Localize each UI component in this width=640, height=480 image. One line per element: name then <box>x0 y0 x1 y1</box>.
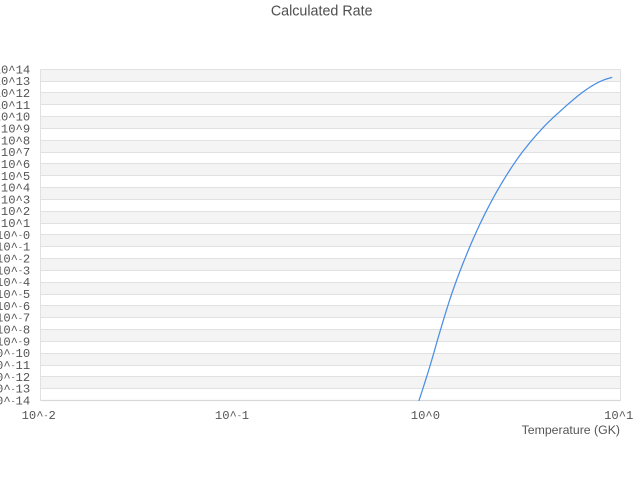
svg-text:10^-8: 10^-8 <box>0 324 30 338</box>
svg-text:10^-0: 10^-0 <box>0 229 30 243</box>
svg-text:10^-9: 10^-9 <box>0 335 30 349</box>
svg-text:10^12: 10^12 <box>0 87 30 101</box>
svg-text:10^-1: 10^-1 <box>215 409 249 423</box>
svg-text:10^10: 10^10 <box>0 111 30 125</box>
svg-text:10^-10: 10^-10 <box>0 347 30 361</box>
svg-text:10^-5: 10^-5 <box>0 288 30 302</box>
svg-text:10^-2: 10^-2 <box>0 253 30 267</box>
svg-text:10^-6: 10^-6 <box>0 300 30 314</box>
svg-text:10^-14: 10^-14 <box>0 395 30 409</box>
svg-text:10^-4: 10^-4 <box>0 276 30 290</box>
svg-text:10^3: 10^3 <box>1 193 30 207</box>
svg-text:10^5: 10^5 <box>1 170 30 184</box>
svg-text:10^-13: 10^-13 <box>0 383 30 397</box>
svg-text:10^13: 10^13 <box>0 75 30 89</box>
svg-text:10^-12: 10^-12 <box>0 371 30 385</box>
svg-text:10^-1: 10^-1 <box>0 241 30 255</box>
svg-text:10^14: 10^14 <box>0 63 30 77</box>
svg-text:10^8: 10^8 <box>1 134 30 148</box>
svg-text:10^-3: 10^-3 <box>0 264 30 278</box>
svg-text:10^-2: 10^-2 <box>22 409 56 423</box>
svg-text:Temperature (GK): Temperature (GK) <box>522 423 620 437</box>
svg-text:10^9: 10^9 <box>1 122 30 136</box>
svg-text:10^0: 10^0 <box>411 409 440 423</box>
svg-text:10^2: 10^2 <box>1 205 30 219</box>
svg-text:Calculated Rate: Calculated Rate <box>271 4 373 20</box>
svg-text:10^1: 10^1 <box>604 409 633 423</box>
svg-text:10^11: 10^11 <box>0 99 30 113</box>
svg-text:10^4: 10^4 <box>1 182 30 196</box>
svg-text:10^-7: 10^-7 <box>0 312 30 326</box>
svg-text:10^-11: 10^-11 <box>0 359 30 373</box>
svg-text:10^7: 10^7 <box>1 146 30 160</box>
svg-text:10^6: 10^6 <box>1 158 30 172</box>
svg-text:10^1: 10^1 <box>1 217 30 231</box>
